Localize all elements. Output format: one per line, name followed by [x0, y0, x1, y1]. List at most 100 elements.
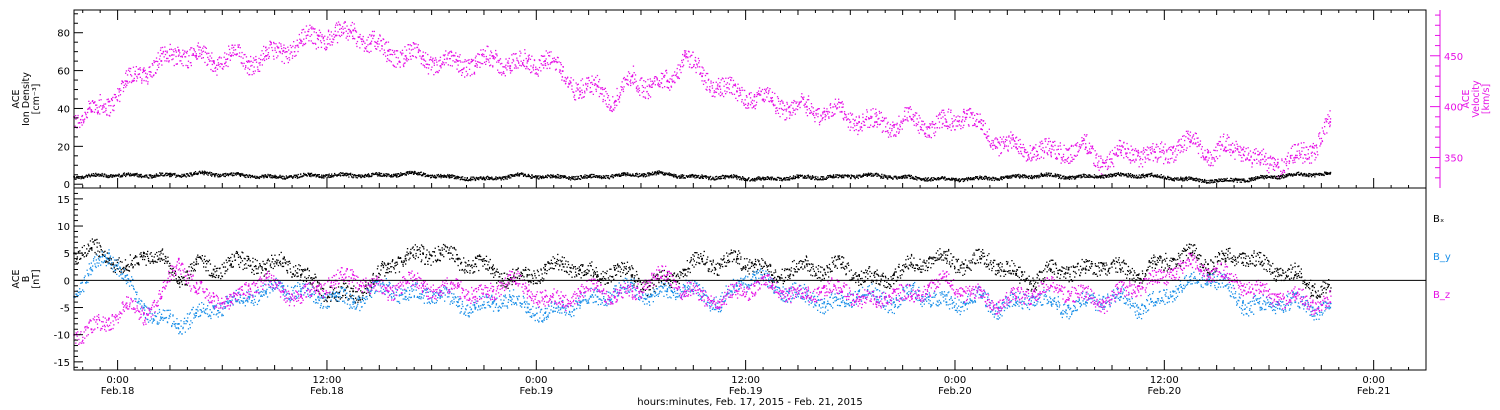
- velocity-series-sample: [134, 73, 136, 75]
- velocity-series-sample: [1223, 133, 1225, 135]
- velocity-series-sample: [185, 51, 187, 53]
- density-series-sample: [106, 176, 108, 178]
- density-series-sample: [559, 175, 561, 177]
- velocity-series-sample: [709, 89, 711, 92]
- density-series-sample: [254, 175, 256, 177]
- density-series-sample: [922, 178, 925, 180]
- velocity-series-sample: [371, 30, 374, 33]
- density-series-sample: [911, 176, 913, 178]
- velocity-series-sample: [1064, 161, 1066, 164]
- density-series-sample: [786, 179, 788, 181]
- density-series-sample: [239, 175, 242, 177]
- velocity-series-sample: [294, 55, 296, 57]
- velocity-series-sample: [1248, 152, 1250, 154]
- velocity-series-sample: [289, 53, 291, 55]
- velocity-series-sample: [213, 62, 215, 65]
- density-series-sample: [722, 175, 725, 177]
- density-series-sample: [257, 177, 259, 179]
- velocity-series-sample: [785, 110, 787, 112]
- velocity-series-sample: [989, 144, 991, 146]
- velocity-series-sample: [334, 30, 336, 32]
- density-series-sample: [412, 171, 414, 173]
- velocity-series-sample: [952, 125, 954, 127]
- density-series-sample: [642, 173, 644, 175]
- density-series-sample: [783, 178, 785, 180]
- velocity-series-sample: [171, 54, 173, 56]
- density-series-sample: [427, 174, 430, 176]
- velocity-series-sample: [755, 104, 757, 106]
- density-series-sample: [643, 174, 646, 176]
- density-series-sample: [822, 179, 824, 181]
- velocity-series-sample: [417, 51, 419, 54]
- velocity-series-sample: [531, 71, 533, 73]
- velocity-series-sample: [680, 66, 682, 68]
- velocity-series-sample: [964, 112, 966, 114]
- velocity-series-sample: [734, 83, 736, 85]
- density-series-sample: [743, 179, 746, 181]
- density-series-sample: [381, 175, 384, 177]
- velocity-series-sample: [1324, 126, 1326, 128]
- density-series-sample: [629, 173, 631, 175]
- density-series-sample: [455, 176, 457, 178]
- velocity-series-sample: [498, 61, 500, 63]
- velocity-series-sample: [294, 51, 296, 53]
- velocity-series-sample: [90, 109, 93, 111]
- velocity-series-sample: [500, 71, 502, 74]
- velocity-series-sample: [1254, 159, 1256, 161]
- velocity-series-sample: [1140, 157, 1142, 160]
- velocity-series-sample: [1125, 152, 1127, 154]
- density-series-sample: [329, 176, 331, 178]
- velocity-series-sample: [656, 77, 658, 79]
- velocity-series-sample: [159, 55, 161, 57]
- density-series-sample: [263, 177, 265, 179]
- velocity-series-sample: [721, 94, 723, 96]
- density-series-sample: [394, 173, 396, 175]
- velocity-series-sample: [707, 72, 709, 75]
- velocity-series-sample: [1210, 162, 1212, 164]
- velocity-series-sample: [488, 61, 490, 63]
- velocity-series-sample: [798, 101, 800, 103]
- velocity-series-sample: [1303, 142, 1305, 144]
- velocity-series-sample: [895, 135, 897, 137]
- velocity-series-sample: [855, 129, 857, 131]
- density-series-sample: [473, 177, 476, 179]
- velocity-series-sample: [1114, 146, 1116, 149]
- velocity-series-sample: [538, 66, 541, 69]
- density-series-sample: [591, 176, 593, 179]
- velocity-series-sample: [1045, 146, 1047, 148]
- density-series-sample: [579, 175, 582, 177]
- velocity-series-sample: [432, 57, 434, 59]
- velocity-series-sample: [656, 78, 658, 80]
- velocity-series-sample: [266, 55, 268, 57]
- velocity-series-sample: [148, 71, 150, 73]
- velocity-series-sample: [1083, 134, 1086, 136]
- velocity-series-sample: [1202, 155, 1204, 157]
- velocity-series-sample: [497, 69, 499, 71]
- velocity-series-sample: [584, 90, 586, 92]
- velocity-series-sample: [1284, 158, 1287, 160]
- velocity-series-sample: [1008, 136, 1010, 138]
- velocity-series-sample: [1310, 162, 1313, 164]
- velocity-series-sample: [445, 62, 447, 64]
- velocity-series-point: [997, 141, 1000, 144]
- density-series-sample: [454, 175, 456, 177]
- velocity-series-sample: [370, 50, 372, 52]
- density-series-sample: [593, 173, 595, 176]
- density-series-sample: [112, 175, 115, 177]
- velocity-series-point: [1032, 146, 1035, 149]
- density-series-sample: [338, 173, 340, 175]
- density-series-sample: [494, 177, 496, 179]
- density-series-sample: [714, 176, 717, 178]
- velocity-series-sample: [795, 108, 797, 110]
- density-series-sample: [896, 178, 898, 180]
- velocity-series-sample: [1110, 161, 1112, 163]
- velocity-series-point: [439, 65, 442, 67]
- velocity-series-sample: [238, 52, 241, 54]
- density-series-sample: [326, 176, 328, 179]
- velocity-series-sample: [450, 55, 453, 57]
- velocity-series-sample: [984, 122, 986, 125]
- velocity-series-sample: [878, 110, 880, 113]
- velocity-series-sample: [1186, 147, 1188, 149]
- velocity-series-sample: [554, 69, 557, 71]
- velocity-series-sample: [654, 80, 656, 82]
